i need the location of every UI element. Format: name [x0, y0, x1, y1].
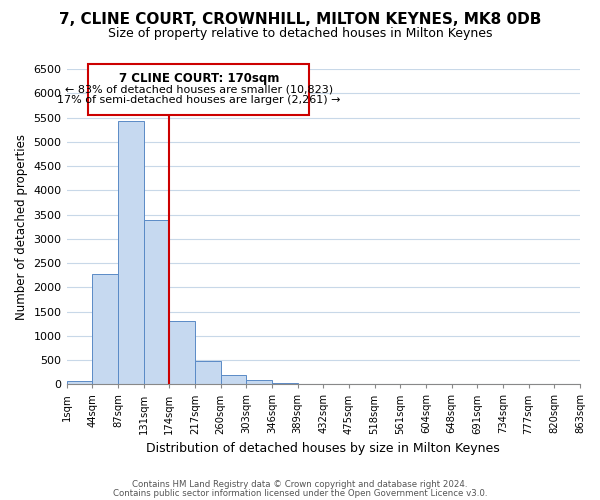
Bar	[246, 380, 272, 384]
Text: ← 83% of detached houses are smaller (10,823): ← 83% of detached houses are smaller (10…	[65, 84, 333, 94]
FancyBboxPatch shape	[88, 64, 309, 114]
Bar	[221, 375, 246, 384]
Text: 7, CLINE COURT, CROWNHILL, MILTON KEYNES, MK8 0DB: 7, CLINE COURT, CROWNHILL, MILTON KEYNES…	[59, 12, 541, 28]
Text: Contains HM Land Registry data © Crown copyright and database right 2024.: Contains HM Land Registry data © Crown c…	[132, 480, 468, 489]
Text: 17% of semi-detached houses are larger (2,261) →: 17% of semi-detached houses are larger (…	[57, 95, 341, 105]
Bar	[118, 121, 143, 384]
Bar	[67, 380, 92, 384]
Bar	[195, 361, 221, 384]
Bar	[92, 274, 118, 384]
Bar	[169, 320, 195, 384]
Text: Size of property relative to detached houses in Milton Keynes: Size of property relative to detached ho…	[108, 28, 492, 40]
Y-axis label: Number of detached properties: Number of detached properties	[15, 134, 28, 320]
Bar	[272, 383, 298, 384]
X-axis label: Distribution of detached houses by size in Milton Keynes: Distribution of detached houses by size …	[146, 442, 500, 455]
Bar	[143, 220, 169, 384]
Text: Contains public sector information licensed under the Open Government Licence v3: Contains public sector information licen…	[113, 488, 487, 498]
Text: 7 CLINE COURT: 170sqm: 7 CLINE COURT: 170sqm	[119, 72, 279, 85]
